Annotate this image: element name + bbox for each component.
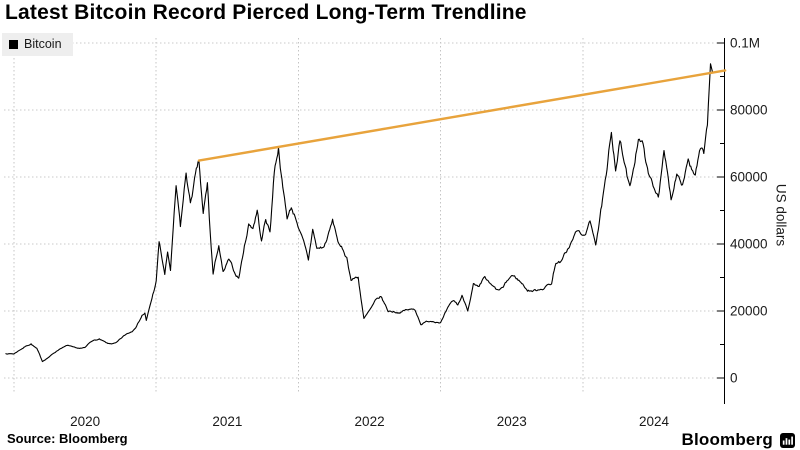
y-tick-label: 60000 <box>730 170 768 185</box>
legend-swatch-icon <box>9 39 18 49</box>
chart-title: Latest Bitcoin Record Pierced Long-Term … <box>5 1 527 24</box>
y-tick-label: 80000 <box>730 103 768 118</box>
legend: Bitcoin <box>2 33 73 56</box>
x-tick-label: 2022 <box>355 414 385 429</box>
source-label: Source: Bloomberg <box>7 431 128 446</box>
y-axis-title: US dollars <box>773 183 789 247</box>
x-tick-label: 2020 <box>70 414 100 429</box>
bloomberg-wordmark: Bloomberg <box>681 430 773 449</box>
x-tick-label: 2023 <box>497 414 527 429</box>
bloomberg-bars-icon <box>780 432 795 448</box>
trendline <box>197 69 727 162</box>
x-tick-label: 2024 <box>639 414 670 429</box>
y-tick-label: 0.1M <box>730 36 760 51</box>
series-bitcoin <box>5 63 714 363</box>
y-tick-label: 0 <box>730 371 738 386</box>
y-tick-label: 40000 <box>730 237 768 252</box>
bloomberg-brand: Bloomberg <box>681 430 795 450</box>
legend-label: Bitcoin <box>24 37 62 51</box>
x-tick-label: 2021 <box>212 414 242 429</box>
y-tick-label: 20000 <box>730 304 768 319</box>
